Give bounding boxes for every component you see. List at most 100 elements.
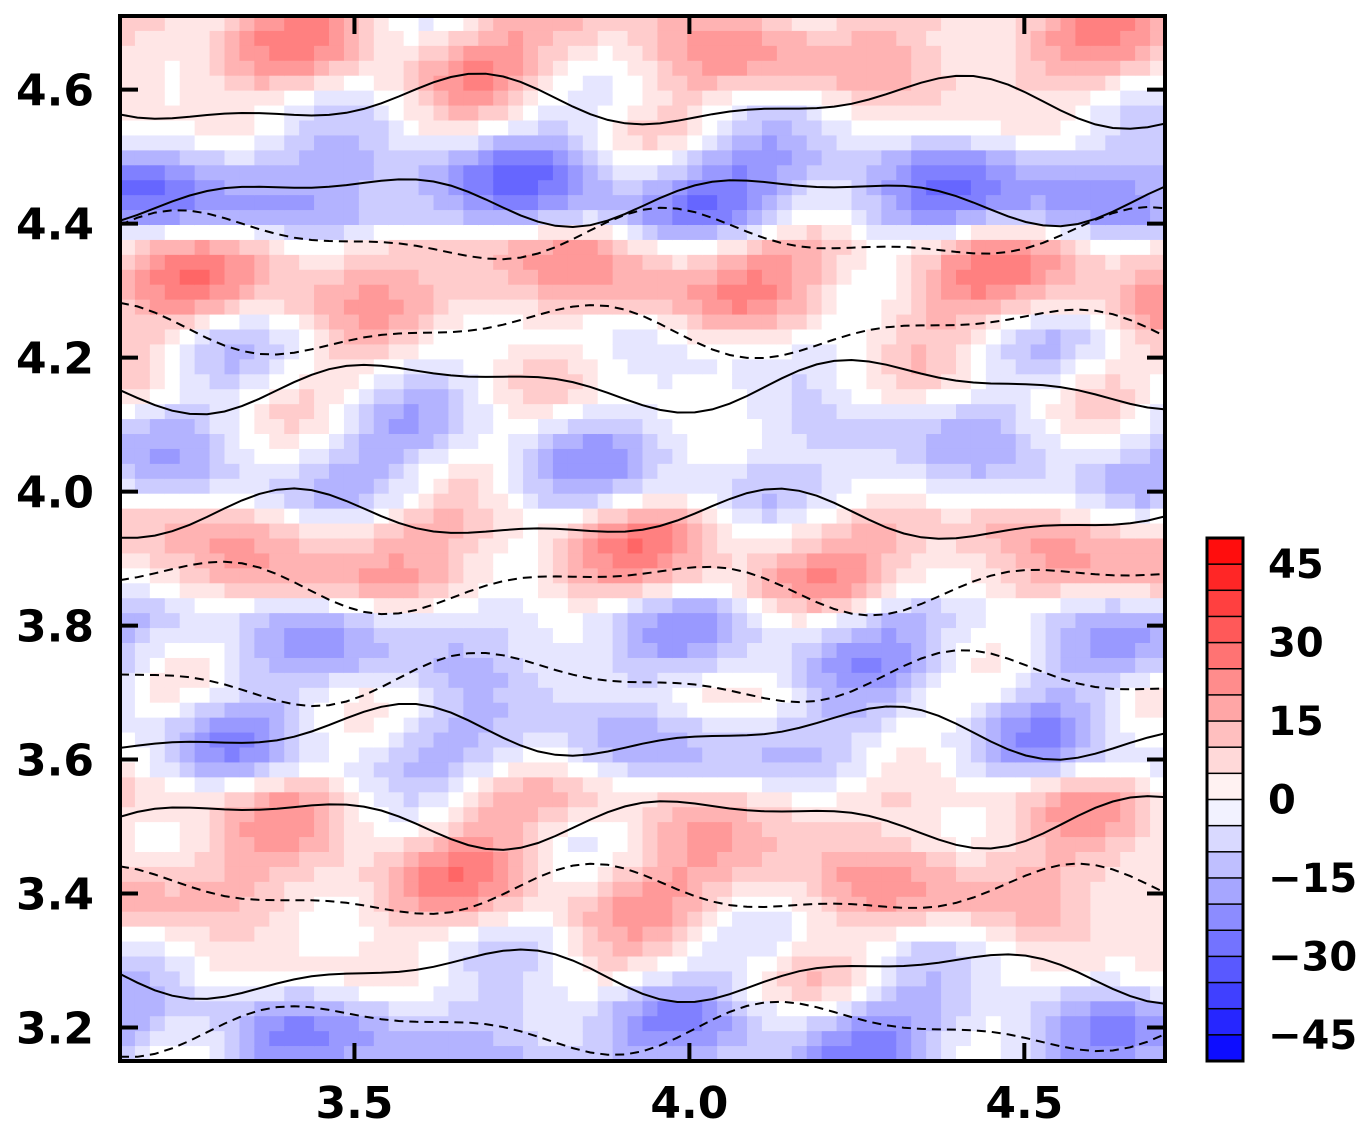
field-cell <box>209 732 226 749</box>
field-cell <box>299 986 315 1002</box>
field-cell <box>776 553 793 569</box>
field-cell <box>299 717 315 734</box>
field-cell <box>717 613 733 629</box>
field-cell <box>179 672 196 689</box>
field-cell <box>1135 822 1151 838</box>
field-cell <box>597 314 614 331</box>
field-cell <box>358 613 375 629</box>
field-cell <box>791 866 808 883</box>
field-cell <box>1015 269 1032 286</box>
field-cell <box>1105 225 1121 241</box>
field-cell <box>672 299 688 316</box>
field-cell <box>687 583 703 599</box>
field-cell <box>269 225 285 241</box>
field-cell <box>508 777 524 793</box>
colorbar-swatch <box>1206 720 1244 749</box>
field-cell <box>373 493 390 510</box>
field-cell <box>956 269 972 286</box>
field-cell <box>433 866 450 883</box>
field-cell <box>1150 434 1165 450</box>
field-cell <box>433 374 450 390</box>
field-cell <box>508 344 524 360</box>
field-cell <box>776 299 793 316</box>
field-cell <box>1060 613 1077 629</box>
field-cell <box>582 672 599 689</box>
field-cell <box>523 613 539 629</box>
field-cell <box>806 1046 823 1061</box>
field-cell <box>776 911 793 928</box>
field-cell <box>224 120 241 137</box>
field-cell <box>881 165 897 181</box>
field-cell <box>299 508 315 525</box>
field-cell <box>493 180 509 196</box>
field-cell <box>657 434 673 450</box>
field-cell <box>194 1031 211 1047</box>
field-cell <box>1135 657 1151 674</box>
field-cell <box>284 463 300 480</box>
field-cell <box>791 568 808 584</box>
field-cell <box>1150 956 1165 973</box>
field-cell <box>881 717 897 734</box>
field-cell <box>358 404 375 420</box>
field-cell <box>523 628 539 644</box>
field-cell <box>1135 344 1151 360</box>
field-cell <box>747 926 763 943</box>
field-cell <box>881 30 897 47</box>
field-cell <box>120 717 136 734</box>
field-cell <box>836 956 853 973</box>
field-cell <box>164 583 181 599</box>
field-cell <box>134 120 151 137</box>
field-cell <box>657 866 673 883</box>
field-cell <box>373 777 390 793</box>
field-cell <box>1090 807 1106 823</box>
field-cell <box>1120 284 1136 301</box>
field-cell <box>612 314 629 331</box>
field-cell <box>164 254 181 271</box>
field-cell <box>508 314 524 331</box>
field-cell <box>761 732 778 749</box>
field-cell <box>254 643 270 659</box>
field-cell <box>538 911 554 928</box>
field-cell <box>761 1046 778 1061</box>
field-cell <box>403 344 420 360</box>
field-cell <box>329 195 345 211</box>
field-cell <box>433 254 450 271</box>
field-cell <box>776 225 793 241</box>
field-cell <box>538 105 554 122</box>
field-cell <box>567 404 584 420</box>
field-cell <box>403 717 420 734</box>
field-cell <box>896 30 912 47</box>
field-cell <box>1120 374 1136 390</box>
field-cell <box>1075 120 1091 137</box>
field-cell <box>821 150 838 166</box>
field-cell <box>403 269 420 286</box>
field-cell <box>299 165 315 181</box>
field-cell <box>1000 881 1017 898</box>
field-cell <box>508 523 524 540</box>
field-cell <box>373 911 390 928</box>
field-cell <box>373 30 390 47</box>
field-cell <box>134 165 151 181</box>
field-cell <box>478 225 494 241</box>
field-cell <box>866 448 882 465</box>
field-cell <box>358 60 375 77</box>
field-cell <box>926 852 942 868</box>
field-cell <box>866 314 882 331</box>
field-cell <box>254 329 270 346</box>
field-cell <box>1000 344 1017 360</box>
field-cell <box>254 956 270 973</box>
field-cell <box>493 120 509 137</box>
field-cell <box>911 792 927 808</box>
field-cell <box>866 777 882 793</box>
field-cell <box>343 986 360 1002</box>
field-cell <box>881 613 897 629</box>
field-cell <box>1045 941 1062 958</box>
field-cell <box>985 299 1002 316</box>
field-cell <box>881 538 897 555</box>
field-cell <box>1045 314 1062 331</box>
field-cell <box>418 508 435 525</box>
field-cell <box>732 404 748 420</box>
field-cell <box>1045 553 1062 569</box>
field-cell <box>523 777 539 793</box>
field-cell <box>448 45 464 62</box>
